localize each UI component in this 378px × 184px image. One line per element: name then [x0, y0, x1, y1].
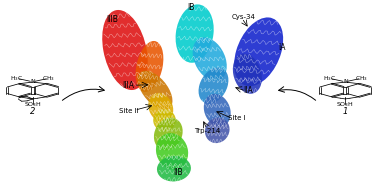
Ellipse shape: [153, 109, 176, 131]
Text: IIB: IIB: [173, 168, 183, 177]
Ellipse shape: [154, 118, 183, 150]
Text: 1: 1: [342, 107, 348, 116]
Ellipse shape: [234, 17, 283, 86]
Text: Site I: Site I: [228, 116, 246, 121]
Text: Trp-214: Trp-214: [194, 128, 220, 134]
Text: N: N: [343, 79, 348, 84]
Ellipse shape: [193, 37, 227, 81]
Text: H$_3$C: H$_3$C: [10, 74, 23, 83]
Ellipse shape: [204, 94, 231, 127]
Text: IIA: IIA: [244, 86, 253, 95]
Text: IIIB: IIIB: [106, 15, 118, 24]
Ellipse shape: [148, 93, 173, 122]
Text: SO$_3$H: SO$_3$H: [336, 101, 354, 109]
Ellipse shape: [136, 41, 163, 92]
Text: IA: IA: [279, 43, 286, 52]
Ellipse shape: [176, 4, 214, 63]
Text: IB: IB: [187, 3, 195, 13]
Text: Site II: Site II: [119, 108, 139, 114]
Text: H$_3$C: H$_3$C: [323, 74, 336, 83]
Ellipse shape: [156, 133, 188, 170]
Ellipse shape: [102, 10, 148, 90]
Text: SO$_3$H: SO$_3$H: [24, 101, 42, 109]
Ellipse shape: [233, 54, 262, 94]
Text: CH$_3$: CH$_3$: [42, 74, 55, 83]
Ellipse shape: [205, 118, 229, 143]
Ellipse shape: [157, 156, 191, 181]
Text: CH$_3$: CH$_3$: [355, 74, 368, 83]
Ellipse shape: [138, 71, 172, 110]
Ellipse shape: [198, 68, 228, 104]
Text: Cys-34: Cys-34: [232, 14, 256, 20]
Text: IIIA: IIIA: [122, 81, 134, 90]
Text: N: N: [30, 79, 35, 84]
Text: 2: 2: [30, 107, 36, 116]
